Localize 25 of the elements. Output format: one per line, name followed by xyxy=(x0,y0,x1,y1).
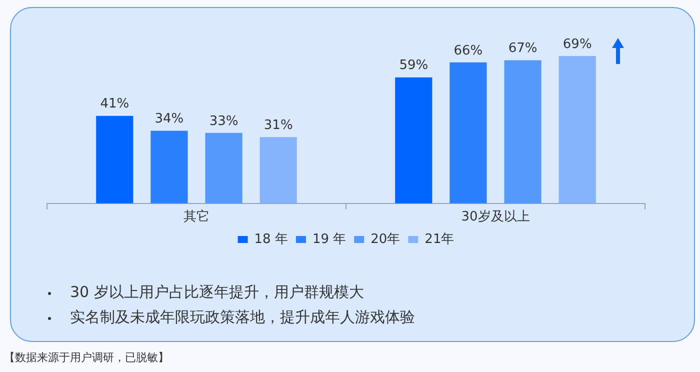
text: 实名制及未成年限玩政策落地，提升成年人游戏体验 xyxy=(48,305,415,330)
data-label: 59% xyxy=(399,58,428,74)
legend-label: 19 年 xyxy=(312,232,346,247)
bar xyxy=(96,116,134,204)
data-label: 41% xyxy=(100,96,130,112)
data-label: 67% xyxy=(508,41,538,56)
bar xyxy=(260,137,297,204)
data-label: 34% xyxy=(154,112,184,127)
data-label: 69% xyxy=(562,36,592,52)
x-tick-label: 其它 xyxy=(184,208,210,225)
legend-label: 20年 xyxy=(370,232,400,247)
data-label: 31% xyxy=(264,118,293,134)
bar xyxy=(150,130,188,204)
bar xyxy=(558,56,596,204)
legend-label: 18 年 xyxy=(254,232,288,247)
legend-label: 21年 xyxy=(424,232,454,247)
bar xyxy=(450,62,487,204)
data-label: 66% xyxy=(454,43,483,58)
bar xyxy=(504,60,542,204)
x-tick-label: 30岁及以上 xyxy=(461,210,530,225)
bar xyxy=(395,77,432,204)
data-label: 33% xyxy=(209,114,238,129)
bar xyxy=(205,132,242,204)
text: 30 岁以上用户占比逐年提升，用户群规模大 xyxy=(48,280,415,305)
text: 【数据来源于用户调研，已脱敏】 xyxy=(4,350,169,365)
